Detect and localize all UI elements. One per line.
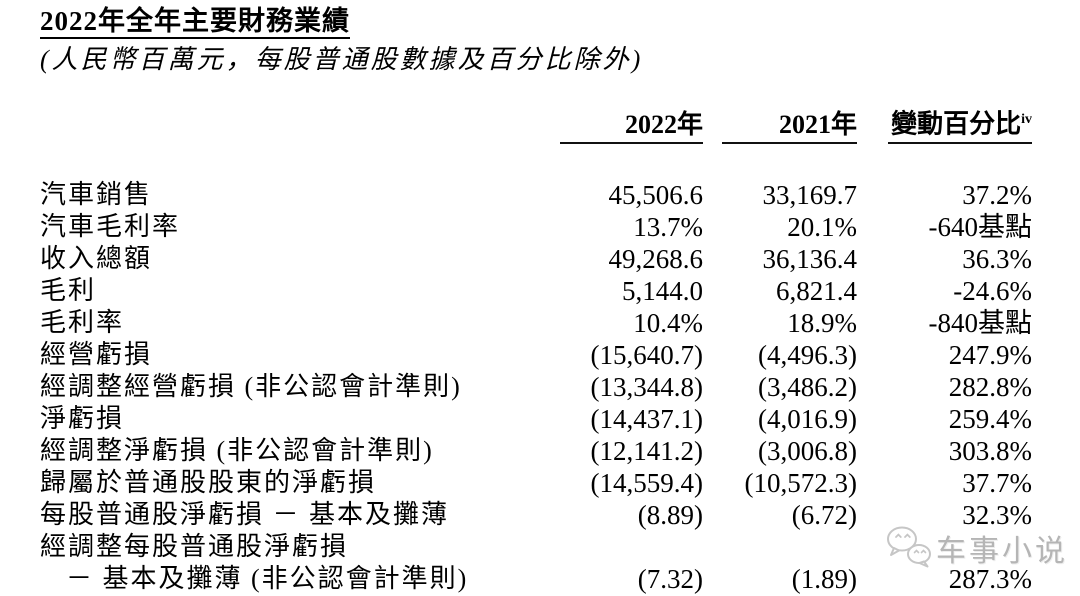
column-header-2022: 2022年	[560, 111, 703, 144]
row-label: 每股普通股淨虧損 － 基本及攤薄	[40, 499, 450, 529]
table-row: － 基本及攤薄 (非公認會計準則) (7.32) (1.89) 287.3%	[40, 563, 1032, 595]
value-2021: (1.89)	[791, 563, 857, 594]
row-label: 毛利	[40, 275, 97, 305]
value-2022: 49,268.6	[608, 243, 704, 274]
table-row: 汽車銷售 45,506.6 33,169.7 37.2%	[40, 179, 1032, 211]
value-change: 32.3%	[962, 499, 1032, 530]
wechat-icon	[886, 526, 932, 573]
value-2021: 36,136.4	[762, 243, 858, 274]
row-label: 經調整每股普通股淨虧損	[40, 531, 349, 561]
column-header-change-label: 變動百分比	[891, 109, 1022, 139]
table-row: 每股普通股淨虧損 － 基本及攤薄 (8.89) (6.72) 32.3%	[40, 499, 1032, 531]
table-row: 經調整淨虧損 (非公認會計準則) (12,141.2) (3,006.8) 30…	[40, 435, 1032, 467]
column-header-change: 變動百分比iv	[888, 107, 1032, 144]
row-label: 經調整淨虧損 (非公認會計準則)	[40, 435, 434, 465]
row-label: 經調整經營虧損 (非公認會計準則)	[40, 371, 462, 401]
value-change: 259.4%	[948, 403, 1032, 434]
row-label: 經營虧損	[40, 339, 153, 369]
value-2021: (3,486.2)	[758, 371, 857, 402]
value-change	[888, 531, 1032, 563]
value-2022	[560, 531, 703, 563]
value-2022: 5,144.0	[622, 275, 703, 306]
table-row: 收入總額 49,268.6 36,136.4 36.3%	[40, 243, 1032, 275]
value-change: 37.2%	[962, 179, 1032, 210]
row-label: 汽車銷售	[40, 179, 153, 209]
value-2021: 20.1%	[787, 211, 857, 242]
value-change: 247.9%	[948, 339, 1032, 370]
row-label: 毛利率	[40, 307, 125, 337]
value-2022: (12,141.2)	[590, 435, 703, 466]
value-change: 303.8%	[948, 435, 1032, 466]
value-2021: 6,821.4	[776, 275, 857, 306]
value-change: -840基點	[928, 307, 1033, 338]
row-label: 淨虧損	[40, 403, 125, 433]
value-change: -640基點	[928, 211, 1033, 242]
financial-table: 2022年 2021年 變動百分比iv 汽車銷售 45,506.6 33,169…	[40, 107, 1032, 595]
footnote-marker-iv: iv	[1021, 112, 1032, 127]
value-2021: 33,169.7	[762, 179, 858, 210]
table-row: 歸屬於普通股股東的淨虧損 (14,559.4) (10,572.3) 37.7%	[40, 467, 1032, 499]
page-subtitle: (人民幣百萬元，每股普通股數據及百分比除外)	[40, 45, 644, 74]
table-body: 汽車銷售 45,506.6 33,169.7 37.2% 汽車毛利率 13.7%…	[40, 179, 1032, 595]
value-2022: 10.4%	[633, 307, 703, 338]
table-row: 經營虧損 (15,640.7) (4,496.3) 247.9%	[40, 339, 1032, 371]
value-2021: (6.72)	[791, 499, 857, 530]
table-row: 汽車毛利率 13.7% 20.1% -640基點	[40, 211, 1032, 243]
watermark-text: 车事小说	[936, 534, 1068, 568]
value-2022: (15,640.7)	[590, 339, 703, 370]
value-change: 37.7%	[962, 467, 1032, 498]
column-header-2021: 2021年	[722, 111, 857, 144]
value-change: 282.8%	[948, 371, 1032, 402]
value-2021: (3,006.8)	[758, 435, 857, 466]
value-change: -24.6%	[953, 275, 1032, 306]
watermark: 车事小说	[886, 522, 1068, 573]
row-label: 歸屬於普通股股東的淨虧損	[40, 467, 377, 497]
table-row: 毛利 5,144.0 6,821.4 -24.6%	[40, 275, 1032, 307]
value-change: 287.3%	[948, 563, 1032, 594]
value-2022: 13.7%	[633, 211, 703, 242]
value-2022: (14,437.1)	[590, 403, 703, 434]
row-label: 收入總額	[40, 243, 153, 273]
value-change: 36.3%	[962, 243, 1032, 274]
table-row: 毛利率 10.4% 18.9% -840基點	[40, 307, 1032, 339]
value-2021: (4,016.9)	[758, 403, 857, 434]
value-2022: (14,559.4)	[590, 467, 703, 498]
row-label: 汽車毛利率	[40, 211, 181, 241]
table-row: 淨虧損 (14,437.1) (4,016.9) 259.4%	[40, 403, 1032, 435]
value-2021: 18.9%	[787, 307, 857, 338]
table-row: 經調整經營虧損 (非公認會計準則) (13,344.8) (3,486.2) 2…	[40, 371, 1032, 403]
value-2021: (10,572.3)	[744, 467, 857, 498]
table-row: 經調整每股普通股淨虧損	[40, 531, 1032, 563]
value-2021: (4,496.3)	[758, 339, 857, 370]
value-2022: (7.32)	[637, 563, 703, 594]
value-2022: (13,344.8)	[590, 371, 703, 402]
page-title: 2022年全年主要財務業績	[40, 6, 350, 39]
value-2022: 45,506.6	[608, 179, 704, 210]
value-2022: (8.89)	[637, 499, 703, 530]
value-2021	[722, 531, 857, 563]
row-label: － 基本及攤薄 (非公認會計準則)	[66, 563, 469, 593]
table-header-row: 2022年 2021年 變動百分比iv	[40, 107, 1032, 144]
